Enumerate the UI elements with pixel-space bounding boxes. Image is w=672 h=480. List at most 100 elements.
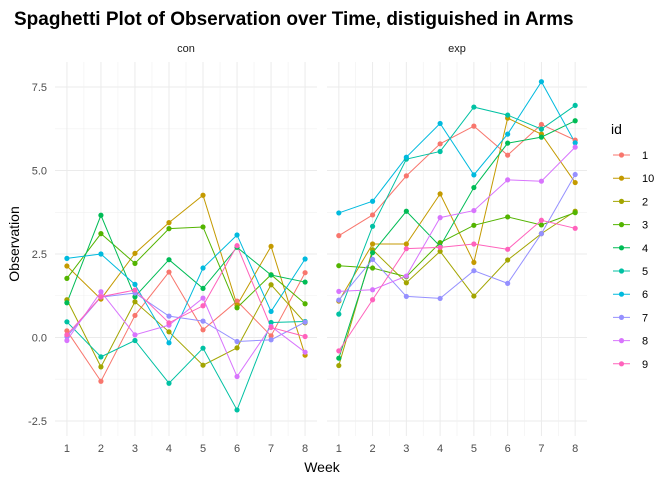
legend-key-point-1 [618,152,625,158]
data-point-7 [538,231,545,237]
panel-grid-con [55,62,317,436]
data-point-7 [200,318,206,324]
series-line-3 [66,226,306,309]
data-point-8 [336,288,342,295]
data-point-7 [234,338,240,345]
data-point-9 [64,332,70,338]
data-point-5 [268,319,274,326]
panel-exp: exp 1 2 3 4 5 6 7 8 [327,43,587,455]
legend: id 1 10 2 3 4 5 6 7 8 9 [611,121,654,371]
data-point-7 [403,293,409,300]
data-point-2 [234,345,240,351]
panel-points-exp [336,79,578,369]
data-point-4 [403,208,409,214]
x-tick-label: 5 [471,443,477,455]
legend-label-4: 4 [642,243,648,255]
x-tick-label: 7 [268,443,274,455]
data-point-8 [98,289,104,295]
data-point-6 [505,131,511,137]
data-point-5 [336,311,342,317]
data-point-3 [369,265,376,271]
data-point-3 [572,210,578,216]
data-point-10 [268,243,274,249]
data-point-5 [538,126,545,132]
data-point-1 [437,141,443,147]
data-point-6 [437,120,443,127]
data-point-7 [302,319,308,325]
x-tick-label: 8 [302,443,308,455]
series-line-1 [66,271,306,383]
panel-con: con 1 2 3 4 5 6 7 8 [55,43,317,455]
data-point-3 [538,222,545,228]
data-point-10 [200,192,206,198]
x-tick-label: 1 [64,443,70,455]
data-point-3 [437,240,443,246]
data-point-2 [98,364,104,370]
series-line-5 [66,320,306,412]
data-point-6 [538,79,545,85]
data-point-8 [64,337,70,344]
data-point-9 [403,246,409,252]
data-point-9 [437,244,443,250]
data-point-9 [538,217,545,223]
data-point-9 [336,348,342,354]
legend-label-10: 10 [642,173,654,185]
series-line-7 [338,174,576,301]
series-line-10 [66,194,306,356]
series-line-9 [66,244,306,337]
x-tick-label: 3 [403,443,409,455]
y-tick-label: 2.5 [32,249,47,261]
data-point-1 [505,152,511,158]
data-point-4 [132,294,138,300]
legend-label-5: 5 [642,266,648,278]
data-point-3 [471,222,477,228]
data-point-10 [471,259,477,265]
x-tick-label: 4 [166,443,172,455]
data-point-10 [403,241,409,247]
data-point-7 [336,297,342,303]
y-tick-label: -2.5 [28,416,47,428]
x-tick-label: 6 [234,443,240,455]
data-point-2 [336,362,342,369]
data-point-1 [538,121,545,128]
legend-key-point-6 [618,291,625,297]
data-point-6 [268,308,274,315]
panel-xticks-exp: 1 2 3 4 5 6 7 8 [336,443,578,455]
data-point-8 [369,287,376,293]
data-point-4 [538,134,545,140]
series-line-4 [66,213,306,303]
data-point-10 [369,241,376,247]
legend-label-9: 9 [642,359,648,371]
data-point-8 [234,373,240,380]
data-point-3 [64,275,70,281]
data-point-4 [268,272,274,278]
series-line-6 [338,80,576,214]
series-line-1 [338,123,576,237]
x-tick-label: 1 [336,443,342,455]
legend-key-point-4 [618,245,625,251]
legend-label-7: 7 [642,312,648,324]
data-point-1 [302,270,308,276]
data-point-7 [369,256,376,262]
data-point-5 [64,319,70,325]
series-line-10 [338,117,576,302]
data-point-6 [132,281,138,287]
data-point-5 [437,148,443,155]
data-point-3 [132,260,138,266]
legend-label-8: 8 [642,336,648,348]
data-point-3 [336,263,342,269]
y-axis-ticks: -2.5 0.0 2.5 5.0 7.5 [28,82,47,428]
data-point-9 [200,303,206,309]
data-point-5 [505,112,511,118]
data-point-1 [200,327,206,333]
y-tick-label: 5.0 [32,166,47,178]
panel-xticks-con: 1 2 3 4 5 6 7 8 [64,443,308,455]
data-point-8 [572,144,578,150]
x-tick-label: 8 [572,443,578,455]
data-point-4 [505,140,511,146]
data-point-3 [166,226,172,232]
data-point-4 [336,355,342,361]
data-point-6 [336,210,342,216]
data-point-7 [572,171,578,178]
